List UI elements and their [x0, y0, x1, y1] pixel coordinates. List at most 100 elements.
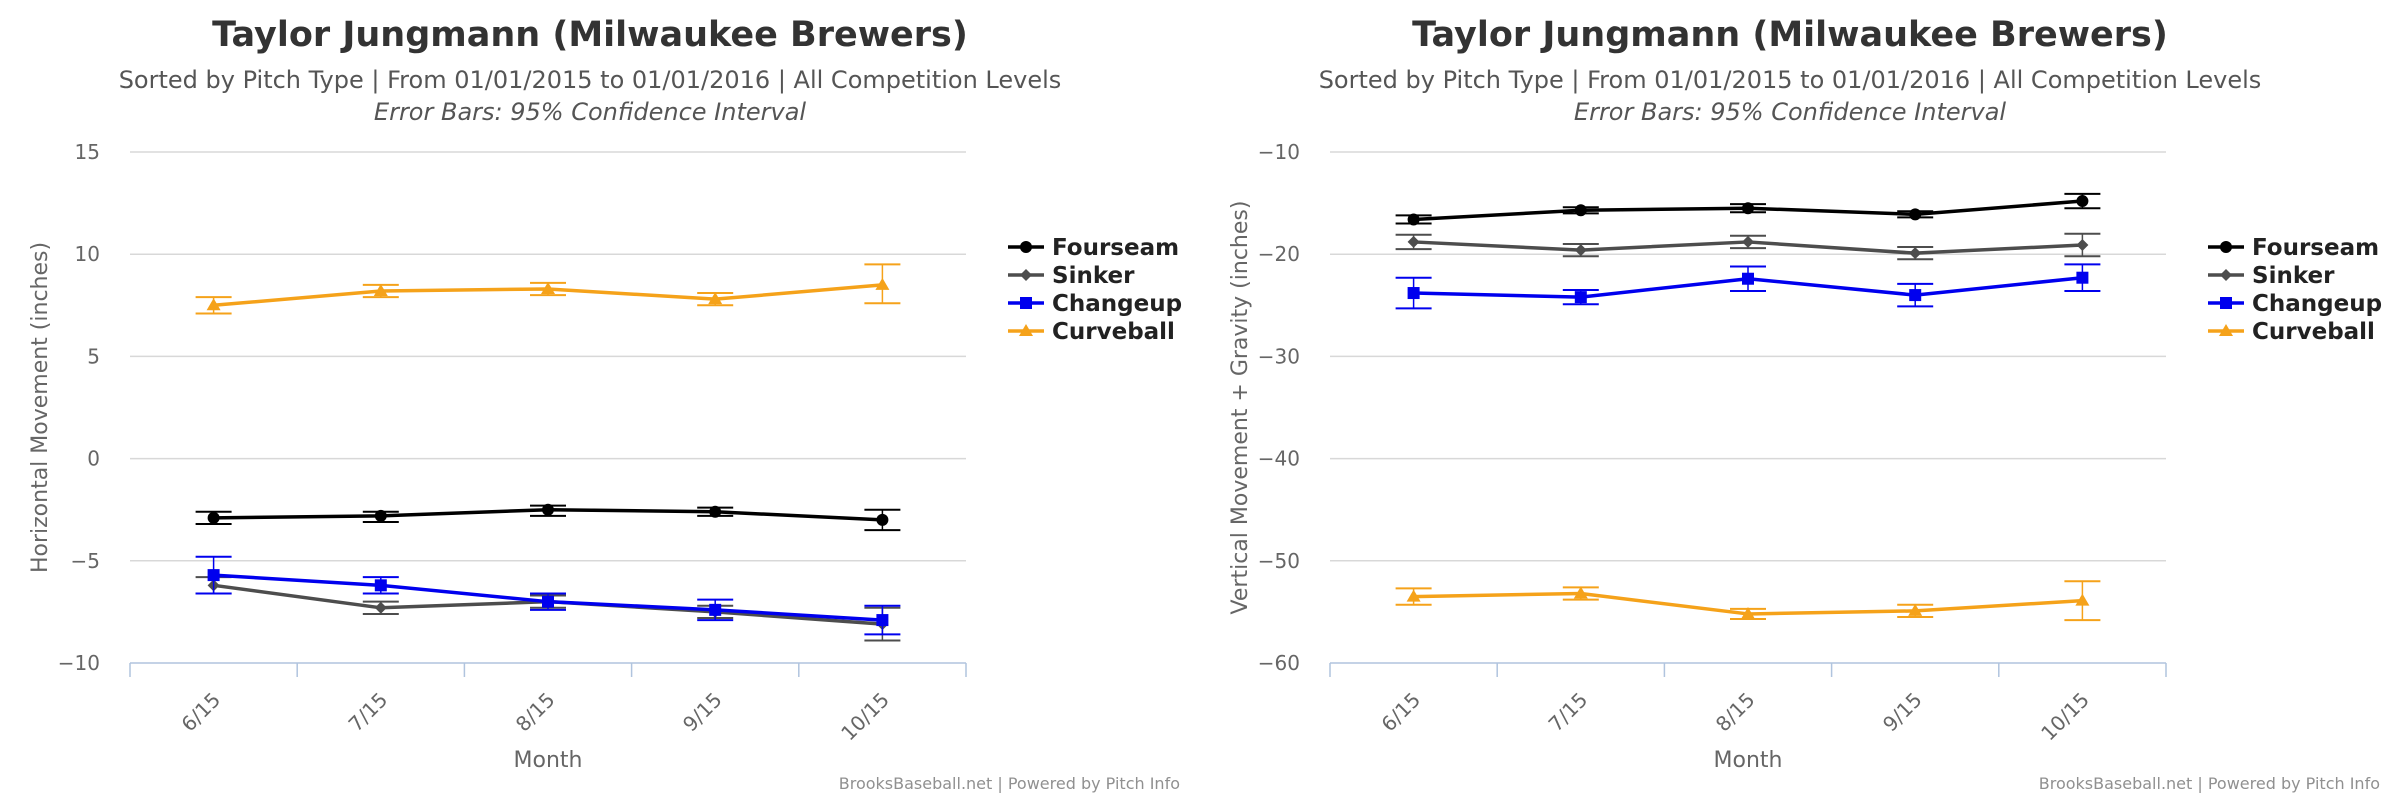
y-tick-label: 5: [87, 344, 100, 368]
legend-item-sinker: Sinker: [1008, 263, 1135, 289]
data-point: [207, 569, 220, 582]
legend-marker: [2220, 269, 2232, 281]
data-point: [373, 283, 388, 296]
legend-marker: [2219, 324, 2233, 336]
x-tick-label: 8/15: [511, 688, 560, 737]
data-point: [542, 595, 554, 608]
data-point: [541, 281, 555, 294]
y-tick-label: 0: [87, 447, 100, 471]
series-curveball: [1395, 580, 2101, 622]
chart-subtitle-error-bars: Error Bars: 95% Confidence Interval: [374, 98, 807, 126]
data-point: [2075, 593, 2090, 606]
y-tick-label: −50: [1258, 549, 1300, 573]
data-point: [1908, 603, 1923, 616]
data-point: [1742, 235, 1754, 248]
chart-subtitle-error-bars: Error Bars: 95% Confidence Interval: [1574, 98, 2007, 126]
legend-item-curveball: Curveball: [2208, 319, 2375, 345]
legend-marker: [1020, 241, 1032, 253]
y-tick-label: −40: [1258, 447, 1300, 471]
legend-label: Changeup: [2252, 291, 2382, 317]
x-tick-label: 7/15: [1544, 688, 1593, 737]
series-fourseam: [1395, 192, 2101, 226]
chart-title: Taylor Jungmann (Milwaukee Brewers): [1412, 15, 2168, 55]
x-tick-label: 9/15: [1878, 688, 1927, 737]
data-point: [875, 277, 890, 290]
legend-marker: [1020, 297, 1032, 309]
series-changeup: [1395, 263, 2101, 310]
data-point: [1741, 606, 1755, 619]
y-tick-label: 15: [75, 140, 100, 164]
legend-item-changeup: Changeup: [2208, 291, 2382, 317]
data-point: [1407, 235, 1420, 248]
data-point: [709, 603, 722, 616]
series-curveball: [195, 263, 901, 315]
credits: BrooksBaseball.net | Powered by Pitch In…: [2039, 774, 2380, 793]
legend-label: Fourseam: [2252, 235, 2379, 261]
legend-item-changeup: Changeup: [1008, 291, 1182, 317]
data-point: [1909, 289, 1922, 302]
data-point: [207, 511, 220, 524]
chart-title: Taylor Jungmann (Milwaukee Brewers): [212, 15, 968, 55]
y-axis-title: Horizontal Movement (inches): [28, 242, 53, 573]
x-tick-label: 8/15: [1711, 688, 1760, 737]
legend-label: Sinker: [2252, 263, 2335, 289]
y-axis-title: Vertical Movement + Gravity (inches): [1228, 201, 1253, 615]
data-point: [1909, 208, 1922, 221]
y-tick-label: −30: [1258, 344, 1300, 368]
y-tick-label: −5: [71, 549, 100, 573]
data-point: [1909, 247, 1922, 260]
data-point: [1574, 244, 1587, 257]
data-point: [2076, 271, 2089, 284]
legend-label: Changeup: [1052, 291, 1182, 317]
data-point: [876, 513, 889, 526]
data-point: [374, 509, 387, 522]
data-point: [1406, 589, 1421, 602]
legend-marker: [2220, 241, 2232, 253]
data-point: [1407, 213, 1420, 226]
y-tick-label: −10: [58, 651, 100, 675]
chart-1: Taylor Jungmann (Milwaukee Brewers) Sorte…: [28, 15, 1182, 793]
credits: BrooksBaseball.net | Powered by Pitch In…: [839, 774, 1180, 793]
data-point: [709, 505, 722, 518]
y-tick-label: −20: [1258, 242, 1300, 266]
data-point: [2076, 239, 2089, 252]
chart-subtitle: Sorted by Pitch Type | From 01/01/2015 t…: [1319, 66, 2262, 94]
data-point: [374, 601, 387, 614]
x-tick-label: 6/15: [1376, 688, 1425, 737]
chart-2: Taylor Jungmann (Milwaukee Brewers) Sorte…: [1228, 15, 2382, 793]
data-point: [206, 298, 221, 311]
data-point: [1742, 202, 1754, 215]
legend-item-fourseam: Fourseam: [2208, 235, 2379, 261]
legend-label: Sinker: [1052, 263, 1135, 289]
data-point: [1742, 272, 1754, 285]
data-point: [1574, 291, 1587, 304]
data-point: [708, 292, 723, 305]
data-point: [1574, 204, 1587, 217]
x-tick-label: 7/15: [344, 688, 393, 737]
y-tick-label: −10: [1258, 140, 1300, 164]
x-axis-title: Month: [514, 748, 583, 773]
legend-marker: [1020, 269, 1032, 281]
series-sinker: [1395, 232, 2101, 261]
legend-item-curveball: Curveball: [1008, 319, 1175, 345]
data-point: [1407, 287, 1420, 300]
data-point: [2076, 195, 2089, 208]
y-tick-label: 10: [75, 242, 100, 266]
legend-marker: [2220, 297, 2232, 309]
legend-label: Curveball: [2252, 319, 2375, 345]
legend-label: Fourseam: [1052, 235, 1179, 261]
series-changeup: [195, 555, 901, 636]
x-axis-title: Month: [1714, 748, 1783, 773]
x-tick-label: 10/15: [2036, 688, 2094, 746]
y-tick-label: −60: [1258, 651, 1300, 675]
data-point: [542, 503, 554, 516]
data-point: [876, 614, 889, 627]
legend-item-sinker: Sinker: [2208, 263, 2335, 289]
chart-subtitle: Sorted by Pitch Type | From 01/01/2015 t…: [119, 66, 1062, 94]
legend-label: Curveball: [1052, 319, 1175, 345]
series-fourseam: [195, 503, 901, 532]
legend-marker: [1019, 324, 1033, 336]
data-point: [1573, 586, 1588, 599]
